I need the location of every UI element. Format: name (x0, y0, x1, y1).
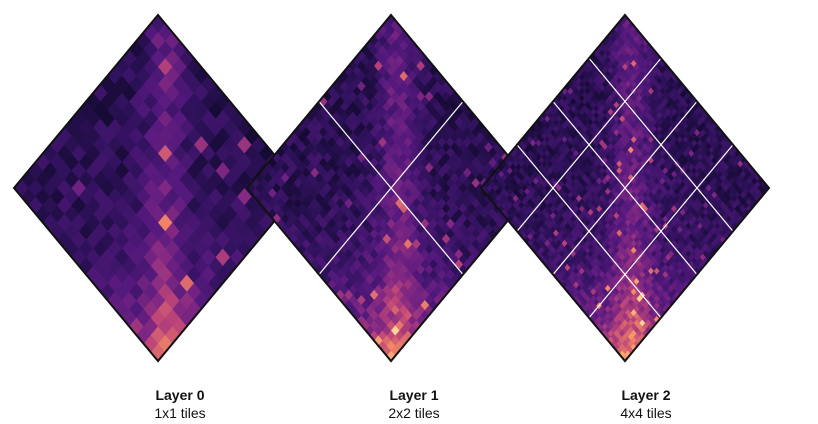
layer-subtitle: 1x1 tiles (154, 405, 205, 421)
layer-subtitle: 2x2 tiles (388, 405, 439, 421)
layer-title: Layer 2 (621, 387, 670, 403)
layer-title: Layer 1 (389, 387, 438, 403)
diagram: Layer 0 1x1 tiles Layer 1 2x2 tiles Layer 2 4… (0, 0, 818, 424)
layer-subtitle: 4x4 tiles (620, 405, 671, 421)
layer-title: Layer 0 (155, 387, 204, 403)
layer-diamond (481, 15, 769, 362)
